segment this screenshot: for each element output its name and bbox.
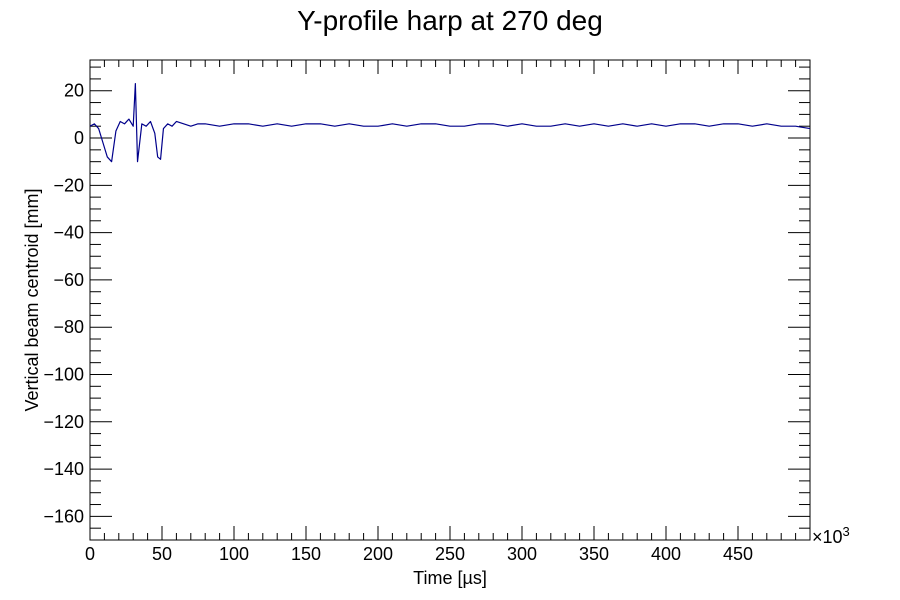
x-axis-ticks	[89, 60, 797, 540]
y-tick-label: −60	[53, 270, 84, 290]
x-axis-multiplier: ×103	[812, 524, 850, 547]
plot-frame	[89, 59, 811, 541]
x-tick-label: 300	[507, 544, 537, 564]
x-axis-label: Time [µs]	[413, 568, 487, 588]
series-group	[89, 83, 811, 163]
x-tick-label: 450	[723, 544, 753, 564]
x-axis-multiplier-exponent: 3	[843, 524, 850, 539]
x-tick-label: 200	[363, 544, 393, 564]
y-axis-label: Vertical beam centroid [mm]	[22, 188, 42, 411]
x-axis-multiplier-base: ×10	[812, 527, 843, 547]
x-axis-tick-labels: 0 50 100 150 200 250 300 350 400 450	[85, 544, 753, 564]
y-tick-label: −160	[43, 506, 84, 526]
series-line	[89, 83, 811, 163]
y-tick-label: −40	[53, 223, 84, 243]
x-tick-label: 0	[85, 544, 95, 564]
y-tick-label: −80	[53, 317, 84, 337]
x-tick-label: 400	[651, 544, 681, 564]
x-tick-label: 350	[579, 544, 609, 564]
x-tick-label: 50	[152, 544, 172, 564]
y-axis-tick-labels: 20 0 −20 −40 −60 −80 −100 −120 −140 −160	[43, 81, 84, 527]
y-tick-label: −20	[53, 175, 84, 195]
y-tick-label: −120	[43, 412, 84, 432]
y-axis-ticks	[90, 66, 810, 541]
y-tick-label: 0	[74, 128, 84, 148]
x-tick-label: 250	[435, 544, 465, 564]
x-tick-label: 150	[291, 544, 321, 564]
chart-title: Y-profile harp at 270 deg	[297, 5, 603, 36]
y-tick-label: −100	[43, 364, 84, 384]
x-tick-label: 100	[219, 544, 249, 564]
y-tick-label: −140	[43, 459, 84, 479]
y-tick-label: 20	[64, 81, 84, 101]
